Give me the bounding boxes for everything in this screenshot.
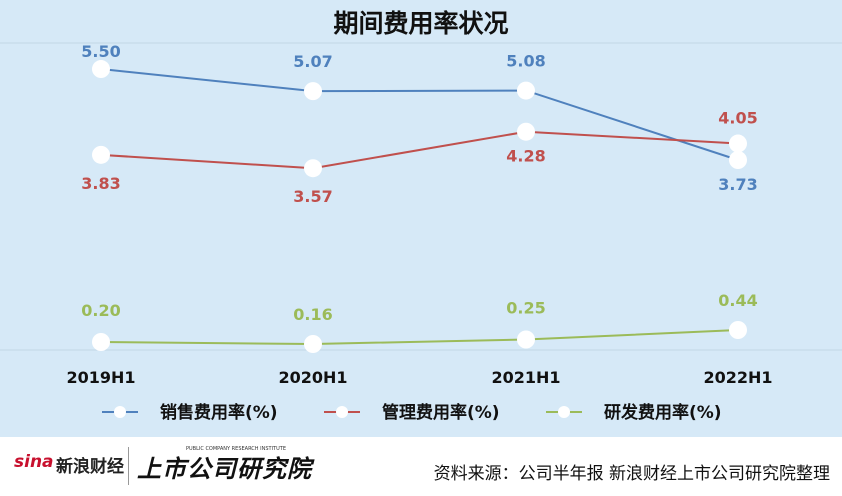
data-label: 4.05	[718, 109, 757, 128]
data-point	[92, 60, 110, 79]
data-label: 4.28	[506, 147, 545, 166]
data-label: 5.08	[506, 52, 545, 71]
data-point	[729, 321, 747, 339]
data-point	[92, 145, 110, 164]
data-label: 5.07	[293, 52, 332, 71]
data-point	[517, 122, 535, 141]
series-line-0	[100, 68, 739, 161]
data-point	[304, 335, 322, 353]
data-point	[517, 330, 535, 349]
series-line-1	[100, 130, 739, 170]
legend-label: 管理费用率(%)	[382, 402, 500, 423]
data-point	[517, 81, 535, 100]
data-label: 0.25	[506, 299, 545, 318]
research-institute-subtitle: PUBLIC COMPANY RESEARCH INSTITUTE	[186, 446, 286, 452]
legend-swatch-marker	[558, 406, 570, 418]
legend-swatch-marker	[114, 406, 126, 418]
data-label: 3.73	[718, 175, 757, 194]
data-point	[729, 134, 747, 153]
footer-separator	[128, 447, 129, 485]
legend-label: 销售费用率(%)	[160, 402, 278, 423]
x-tick-label: 2020H1	[278, 368, 347, 387]
legend-swatch-marker	[336, 406, 348, 418]
data-label: 5.50	[81, 42, 120, 61]
data-label: 0.16	[293, 305, 332, 324]
legend-label: 研发费用率(%)	[604, 402, 722, 423]
data-label: 3.83	[81, 174, 120, 193]
chart-title: 期间费用率状况	[333, 9, 509, 38]
data-label: 0.20	[81, 301, 120, 320]
source-note: 资料来源：公司半年报 新浪财经上市公司研究院整理	[433, 464, 830, 484]
x-tick-label: 2021H1	[491, 368, 560, 387]
data-point	[92, 333, 110, 351]
sina-logo: sina	[14, 452, 54, 472]
data-point	[729, 151, 747, 169]
footer: sina 新浪财经 上市公司研究院 PUBLIC COMPANY RESEARC…	[0, 437, 842, 496]
research-institute-logo: 上市公司研究院	[137, 455, 312, 483]
line-chart: 5.50 5.07 5.08 3.73 3.83 3.57 4.28 4.05 0.20 0.16…	[0, 42, 842, 423]
sina-name: 新浪财经	[56, 457, 124, 477]
data-point	[304, 82, 322, 101]
data-label: 3.57	[293, 187, 332, 206]
series-line-2	[100, 329, 739, 346]
x-tick-label: 2019H1	[66, 368, 135, 387]
data-point	[304, 159, 322, 178]
data-label: 0.44	[718, 291, 757, 310]
x-tick-label: 2022H1	[703, 368, 772, 387]
